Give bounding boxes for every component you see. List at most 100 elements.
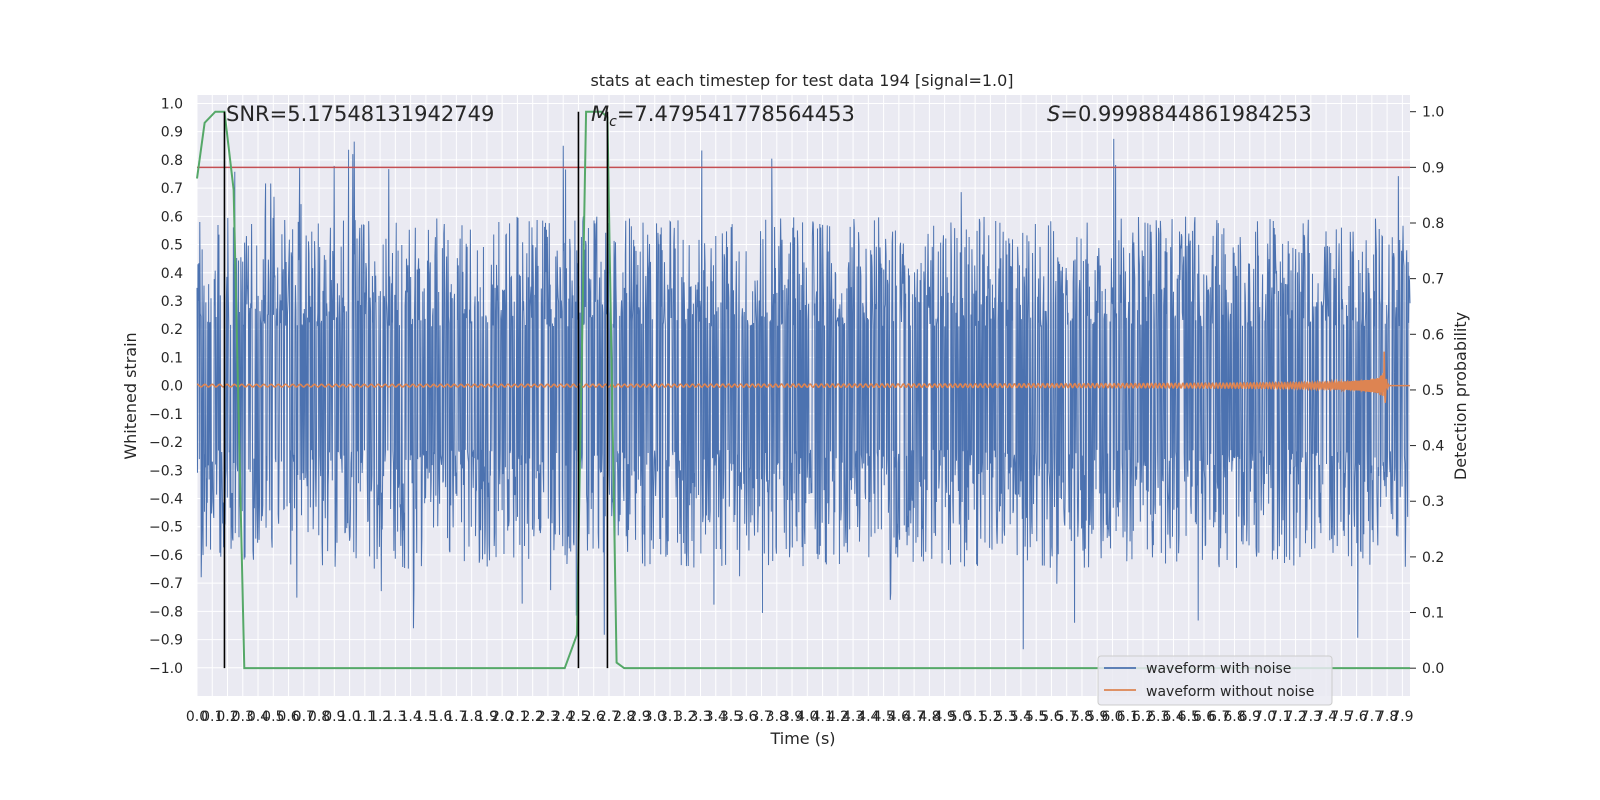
x-tick-label: 5.5 bbox=[1025, 709, 1047, 725]
x-tick-label: 6.7 bbox=[1208, 709, 1230, 725]
x-tick-label: 2.6 bbox=[583, 709, 605, 725]
x-tick-label: 7.7 bbox=[1361, 709, 1383, 725]
legend: waveform with noise waveform without noi… bbox=[1097, 655, 1333, 706]
left-y-tick-label: 0.8 bbox=[161, 153, 183, 169]
left-y-tick-label: −0.8 bbox=[149, 604, 183, 620]
x-tick-label: 1.0 bbox=[338, 709, 360, 725]
legend-label-noisy: waveform with noise bbox=[1146, 661, 1291, 677]
x-tick-label: 2.2 bbox=[522, 709, 544, 725]
left-y-tick-label: 0.2 bbox=[161, 322, 183, 338]
left-y-tick-label: −0.6 bbox=[149, 548, 183, 564]
right-y-tick-label: 0.7 bbox=[1422, 272, 1444, 288]
detection-probability-series bbox=[196, 110, 1410, 670]
x-tick-label: 5.0 bbox=[949, 709, 971, 725]
x-tick-label: 3.9 bbox=[781, 709, 803, 725]
right-y-tick-label: 0.5 bbox=[1422, 383, 1444, 399]
x-tick-label: 6.9 bbox=[1239, 709, 1261, 725]
detection-probability-line bbox=[196, 110, 1410, 670]
x-tick-label: 5.7 bbox=[1056, 709, 1078, 725]
x-tick-label: 7.4 bbox=[1315, 709, 1337, 725]
chirp-mass-subscript: c bbox=[609, 114, 617, 130]
x-tick-label: 0.0 bbox=[186, 709, 208, 725]
x-tick-label: 5.6 bbox=[1040, 709, 1062, 725]
x-tick-label: 2.0 bbox=[491, 709, 513, 725]
x-tick-label: 0.3 bbox=[232, 709, 254, 725]
x-tick-label: 4.3 bbox=[842, 709, 864, 725]
x-tick-label: 7.2 bbox=[1284, 709, 1306, 725]
right-y-tick-label: 0.4 bbox=[1422, 439, 1444, 455]
x-tick-label: 7.5 bbox=[1330, 709, 1352, 725]
right-y-tick-label: 0.9 bbox=[1422, 160, 1444, 176]
left-y-tick-label: −0.4 bbox=[149, 491, 183, 507]
left-y-tick-label: 1.0 bbox=[161, 96, 183, 112]
x-tick-label: 4.0 bbox=[796, 709, 818, 725]
x-tick-label: 5.9 bbox=[1086, 709, 1108, 725]
x-tick-label: 6.5 bbox=[1178, 709, 1200, 725]
x-tick-label: 2.9 bbox=[628, 709, 650, 725]
x-tick-label: 1.7 bbox=[445, 709, 467, 725]
x-tick-label: 7.9 bbox=[1391, 709, 1413, 725]
x-tick-label: 7.3 bbox=[1300, 709, 1322, 725]
x-tick-label: 1.5 bbox=[415, 709, 437, 725]
x-tick-label: 3.5 bbox=[720, 709, 742, 725]
x-tick-label: 3.2 bbox=[674, 709, 696, 725]
x-tick-label: 4.7 bbox=[903, 709, 925, 725]
x-tick-label: 0.4 bbox=[247, 709, 269, 725]
waveform-with-noise-series bbox=[196, 138, 1411, 650]
x-tick-label: 1.4 bbox=[399, 709, 421, 725]
left-y-tick-label: 0.7 bbox=[161, 181, 183, 197]
x-tick-label: 4.2 bbox=[827, 709, 849, 725]
x-tick-label: 6.2 bbox=[1132, 709, 1154, 725]
x-tick-label: 1.6 bbox=[430, 709, 452, 725]
chirp-mass-annotation: Mc=7.479541778564453 bbox=[591, 102, 855, 130]
x-tick-label: 0.7 bbox=[293, 709, 315, 725]
x-tick-label: 3.4 bbox=[705, 709, 727, 725]
x-tick-label: 7.0 bbox=[1254, 709, 1276, 725]
x-tick-label: 0.9 bbox=[323, 709, 345, 725]
clean-waveform-line bbox=[196, 351, 1410, 403]
x-tick-label: 1.1 bbox=[354, 709, 376, 725]
x-tick-label: 3.1 bbox=[659, 709, 681, 725]
left-y-tick-label: 0.0 bbox=[161, 379, 183, 395]
x-tick-label: 0.6 bbox=[277, 709, 299, 725]
x-tick-label: 4.8 bbox=[918, 709, 940, 725]
left-y-tick-label: −0.7 bbox=[149, 576, 183, 592]
x-tick-label: 6.4 bbox=[1162, 709, 1184, 725]
left-y-tick-label: −0.3 bbox=[149, 463, 183, 479]
legend-box bbox=[1097, 655, 1333, 706]
left-y-tick-label: −0.2 bbox=[149, 435, 183, 451]
x-tick-label: 0.5 bbox=[262, 709, 284, 725]
x-tick-label: 2.8 bbox=[613, 709, 635, 725]
chirp-mass-value: =7.479541778564453 bbox=[617, 102, 855, 126]
noisy-waveform-line bbox=[196, 138, 1411, 650]
chirp-mass-symbol: M bbox=[591, 102, 609, 126]
x-tick-label: 4.5 bbox=[872, 709, 894, 725]
right-y-tick-label: 0.6 bbox=[1422, 327, 1444, 343]
left-y-tick-label: −0.9 bbox=[149, 633, 183, 649]
chart-title: stats at each timestep for test data 194… bbox=[590, 71, 1013, 90]
x-tick-label: 6.1 bbox=[1117, 709, 1139, 725]
x-tick-label: 2.7 bbox=[598, 709, 620, 725]
x-tick-label: 2.3 bbox=[537, 709, 559, 725]
x-tick-label: 0.8 bbox=[308, 709, 330, 725]
left-y-tick-label: 0.4 bbox=[161, 266, 183, 282]
x-tick-label: 0.1 bbox=[201, 709, 223, 725]
left-y-tick-label: 0.5 bbox=[161, 238, 183, 254]
x-tick-label: 3.6 bbox=[735, 709, 757, 725]
x-tick-label: 4.4 bbox=[857, 709, 879, 725]
right-y-axis-label: Detection probability bbox=[1451, 312, 1470, 480]
score-annotation: S=0.9998844861984253 bbox=[1047, 102, 1312, 126]
score-symbol: S bbox=[1047, 102, 1060, 126]
x-tick-label: 5.3 bbox=[995, 709, 1017, 725]
x-tick-label: 6.8 bbox=[1223, 709, 1245, 725]
right-y-tick-label: 0.1 bbox=[1422, 606, 1444, 622]
x-tick-label: 4.9 bbox=[934, 709, 956, 725]
legend-label-clean: waveform without noise bbox=[1146, 684, 1314, 700]
x-tick-label: 2.1 bbox=[506, 709, 528, 725]
x-tick-label: 3.7 bbox=[750, 709, 772, 725]
left-y-axis-label: Whitened strain bbox=[121, 332, 140, 459]
score-value: =0.9998844861984253 bbox=[1060, 102, 1311, 126]
x-tick-label: 5.4 bbox=[1010, 709, 1032, 725]
x-tick-label: 5.8 bbox=[1071, 709, 1093, 725]
